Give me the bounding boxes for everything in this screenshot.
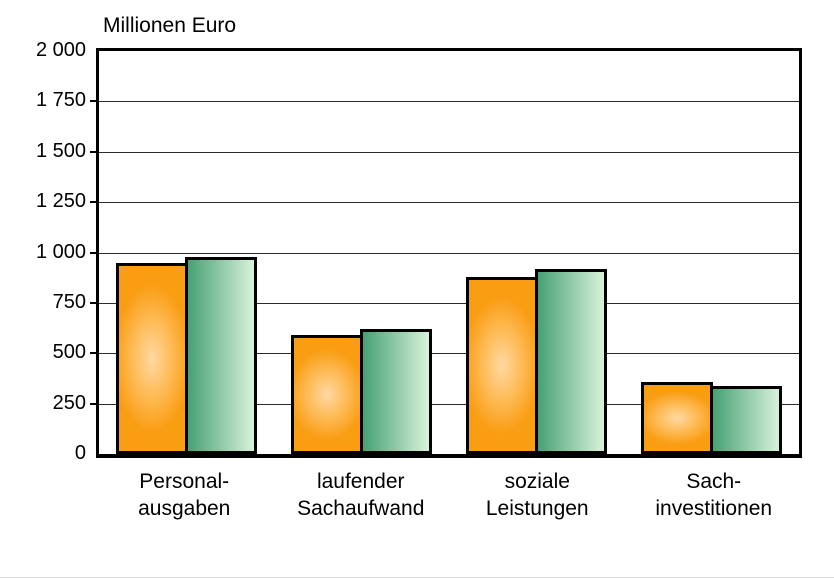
category-label-line: Sachaufwand: [297, 497, 425, 520]
bar-group-laufender-sachaufwand: [274, 51, 449, 454]
category-label-laufender-sachaufwand: laufender Sachaufwand: [273, 468, 450, 522]
y-tick-label-2000: 2 000: [35, 39, 86, 61]
x-axis-labels: Personal-ausgaben laufender Sachaufwand soz…: [96, 468, 802, 522]
y-tick-label-500: 500: [52, 341, 86, 364]
y-tick-label-1500: 1 500: [35, 139, 86, 162]
bar-group-soziale-leistungen: [449, 51, 624, 454]
category-label-line: soziale: [504, 470, 570, 493]
category-label-soziale-leistungen: soziale Leistungen: [449, 468, 626, 522]
gridline-1500: [99, 151, 799, 153]
bar-green-2: [360, 329, 432, 454]
y-tick-label-1250: 1 250: [35, 190, 86, 213]
y-tick-label-250: 250: [52, 391, 86, 414]
gridline-500: [99, 353, 799, 355]
y-tick-1750: [90, 100, 99, 103]
gridline-1750: [99, 101, 799, 103]
plot-area: [90, 48, 802, 458]
gridline-1250: [99, 202, 799, 204]
bar-orange-3: [466, 276, 538, 454]
y-tick-500: [90, 352, 99, 355]
y-tick-750: [90, 301, 99, 304]
category-label-personalausgaben: Personal-ausgaben: [96, 468, 273, 522]
category-label-line: investitionen: [655, 497, 773, 520]
gridline-250: [99, 403, 799, 405]
y-tick-1500: [90, 150, 99, 153]
y-tick-1250: [90, 201, 99, 204]
category-label-line: ausgaben: [138, 497, 231, 520]
category-label-sachinvestitionen: Sach-investitionen: [626, 468, 803, 522]
category-label-line: Personal-: [139, 470, 230, 493]
category-label-line: Leistungen: [485, 497, 589, 520]
y-axis-labels: 0 250 500 750 1 000 1 250 1 500 1 750 2 000: [0, 0, 86, 578]
y-tick-label-750: 750: [52, 290, 86, 313]
category-label-line: Sach-: [686, 470, 742, 493]
bar-group-sachinvestitionen: [624, 51, 799, 454]
bar-group-personalausgaben: [99, 51, 274, 454]
chart-title: Millionen Euro: [103, 14, 237, 37]
y-tick-1000: [90, 251, 99, 254]
bar-green-1: [185, 256, 257, 454]
y-tick-250: [90, 402, 99, 405]
y-tick-label-1000: 1 000: [35, 240, 86, 263]
category-label-line: laufender: [316, 470, 405, 493]
bar-groups: [99, 51, 799, 454]
bar-orange-4: [641, 382, 713, 454]
bar-orange-2: [291, 335, 363, 454]
gridline-750: [99, 302, 799, 304]
y-tick-label-0: 0: [74, 442, 86, 464]
bar-green-3: [535, 268, 607, 454]
bar-orange-1: [116, 262, 188, 454]
gridline-1000: [99, 252, 799, 254]
y-tick-label-1750: 1 750: [35, 89, 86, 112]
bar-green-4: [710, 385, 782, 454]
